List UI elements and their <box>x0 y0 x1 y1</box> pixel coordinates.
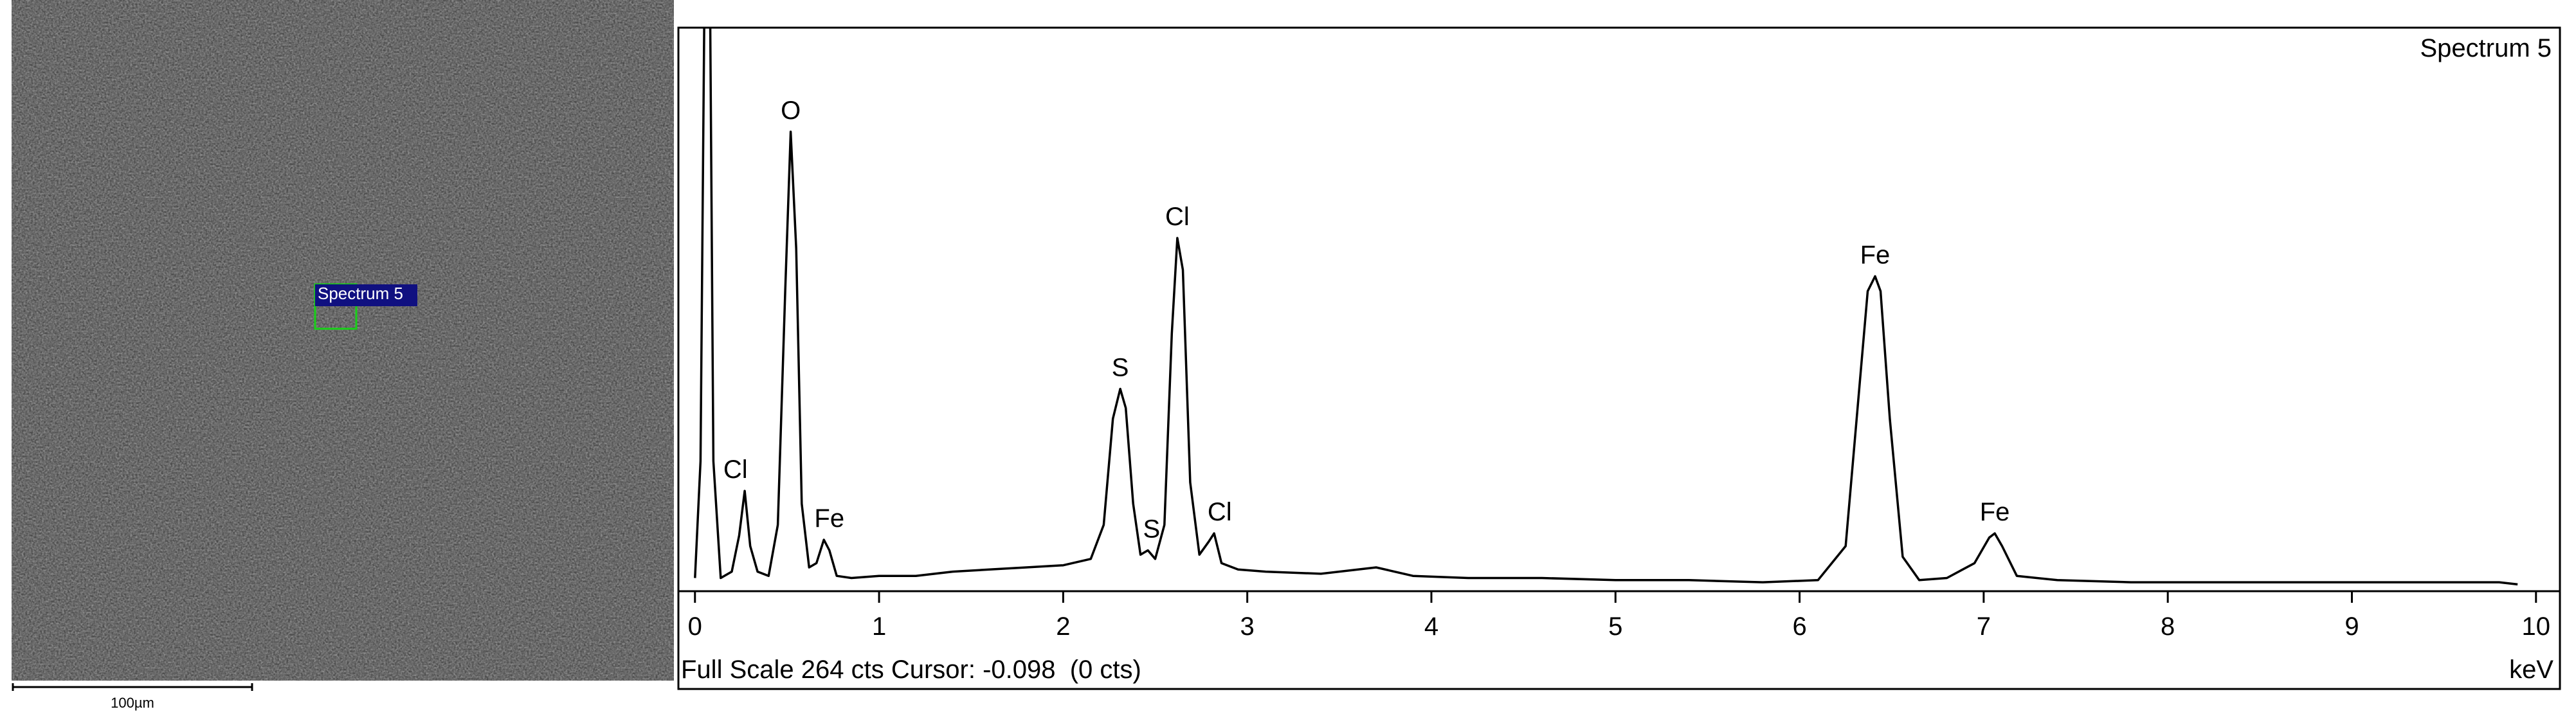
peak-label: S <box>1143 515 1160 544</box>
scale-bar-label: 100µm <box>111 695 154 711</box>
spectrum-tag <box>315 284 417 306</box>
peak-label: Fe <box>1860 241 1891 269</box>
peak-label: Cl <box>723 455 748 484</box>
x-tick-label: 4 <box>1424 612 1438 641</box>
x-axis-label: keV <box>2509 656 2553 684</box>
x-tick-label: 6 <box>1792 612 1806 641</box>
x-tick-label: 9 <box>2345 612 2359 641</box>
spectrum-tag-label: Spectrum 5 <box>318 284 403 303</box>
peak-label: Fe <box>1980 498 2010 526</box>
spectrum-frame <box>677 26 2561 690</box>
peak-label: S <box>1112 354 1129 382</box>
peak-label: Cl <box>1208 498 1232 526</box>
peak-label: Cl <box>1165 203 1190 231</box>
legend-entry: Spectrum 5 <box>2420 34 2552 62</box>
plot-area: 0 1 2 3 4 5 6 7 8 9 10 keV Full Scale 264 cts Cursor… <box>678 28 2560 684</box>
sem-texture <box>12 0 674 681</box>
x-tick-label: 0 <box>688 612 702 641</box>
status-bar: Full Scale 264 cts Cursor: -0.098 (0 cts… <box>681 656 1141 684</box>
spectrum-line <box>694 28 2518 586</box>
peak-label: Fe <box>814 504 844 533</box>
peak-label: O <box>781 96 801 125</box>
sem-panel: Spectrum 5 100µm <box>12 0 674 711</box>
x-tick-label: 8 <box>2161 612 2175 641</box>
x-tick-label: 10 <box>2522 612 2551 641</box>
x-tick-label: 5 <box>1608 612 1622 641</box>
status-prefix: Full Scale <box>681 656 801 684</box>
x-tick-label: 3 <box>1240 612 1255 641</box>
x-tick-label: 1 <box>872 612 886 641</box>
full-scale: 264 <box>801 656 851 684</box>
x-tick-label: 2 <box>1056 612 1070 641</box>
status-suffix: cts Cursor: -0.098 (0 cts) <box>851 656 1141 684</box>
x-tick-label: 7 <box>1977 612 1991 641</box>
